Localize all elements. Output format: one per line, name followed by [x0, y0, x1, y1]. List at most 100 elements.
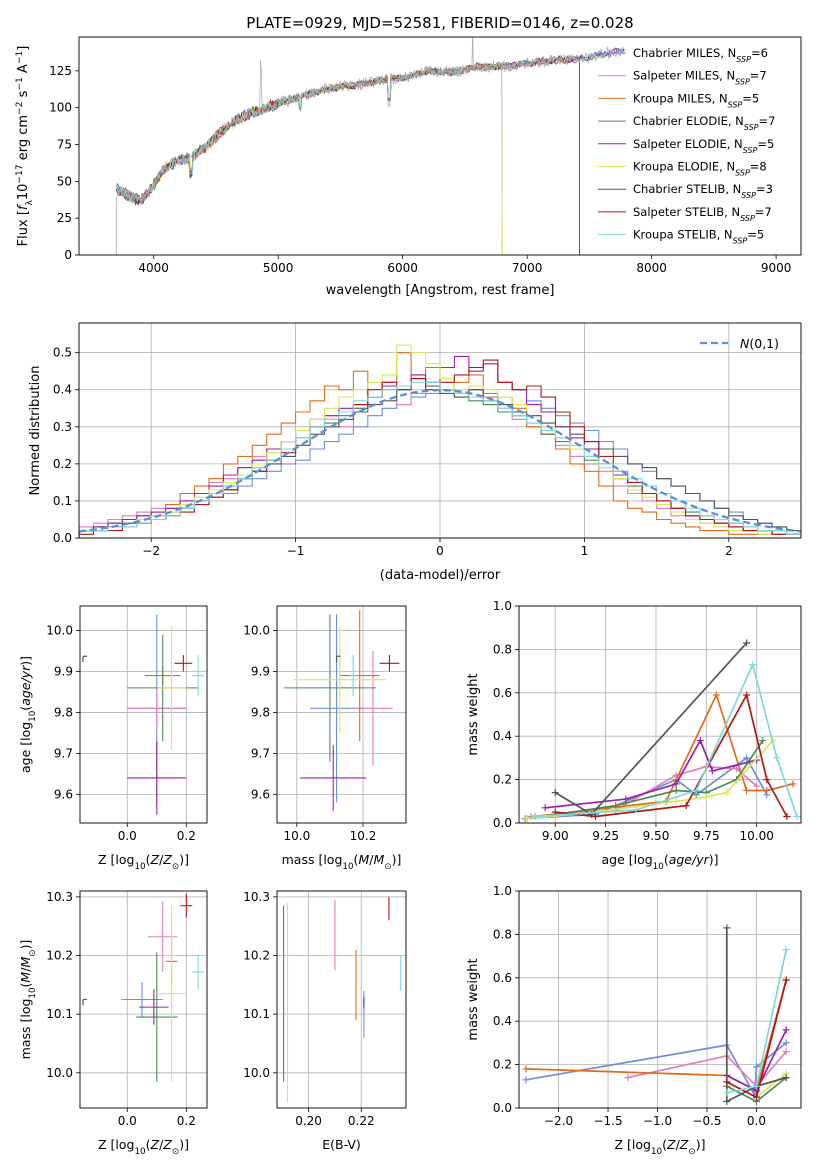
tick-label-x: 9.75	[693, 829, 720, 843]
weight-line-salpeter-stelib	[723, 976, 790, 1101]
weight-marker	[782, 946, 790, 954]
spectrum-data-line	[115, 37, 625, 205]
weight-marker	[782, 1074, 790, 1082]
mass-vs-ebv-frame	[276, 890, 407, 1109]
errorbar-salpeter-miles	[127, 687, 187, 729]
errorbar-kroupa-elodie	[293, 626, 387, 733]
age-vs-mass-frame	[276, 605, 407, 824]
weight-marker	[793, 812, 801, 820]
tick-label-y: 0.0	[493, 1101, 512, 1115]
mass-vs-ebv-ticks: 0.20 0.22 10.0 10.1 10.2 10.3	[243, 890, 374, 1128]
weight-marker	[763, 786, 771, 794]
weight-line-chabrier-stelib-path	[725, 927, 787, 1103]
weight-vs-z-ticks: −2.0 −1.5 −1.0 −0.5 0.0 0.0 0.2 0.4 0.6 0.8 1.0	[493, 884, 766, 1128]
tick-label-x: 8000	[636, 261, 667, 275]
weight-marker	[752, 1082, 760, 1090]
weight-marker	[723, 1089, 731, 1097]
age-vs-mass-grid	[277, 606, 406, 823]
mass-vs-z-ylabel: mass [log10(M/M⊙)]	[18, 940, 38, 1060]
tick-label-x: 5000	[263, 261, 294, 275]
tick-label-x: 2	[725, 544, 733, 558]
tick-label-y: 10.2	[46, 949, 73, 963]
weight-line-salpeter-miles-path	[531, 765, 758, 818]
tick-label-y: 0.4	[53, 383, 72, 397]
tick-label-y: 9.9	[54, 665, 73, 679]
legend-label-kroupa-elodie-n-ssp-8: Kroupa ELODIE, NSSP=8	[633, 160, 767, 178]
spectrum-lines	[115, 37, 625, 255]
weight-line-chabrier-stelib-path	[554, 642, 748, 816]
residuals-panel: −2 −1 0 1 2 0.0 0.1 0.2 0.3 0.4 0.5 (data-model)/er…	[28, 322, 802, 583]
weight-marker	[522, 1065, 530, 1073]
weight-marker	[708, 767, 716, 775]
weight-marker	[783, 812, 791, 820]
tick-label-y: 0.1	[53, 494, 72, 508]
tick-label-y: 0.8	[493, 927, 512, 941]
errorbar-salpeter-elodie	[300, 745, 367, 811]
weight-marker	[753, 782, 761, 790]
weight-line-kroupa-stelib	[723, 946, 790, 1097]
legend-label-kroupa-miles-n-ssp-5: Kroupa MILES, NSSP=5	[633, 91, 759, 109]
weight-line-salpeter-stelib-path	[555, 692, 788, 818]
weight-marker	[782, 1048, 790, 1056]
weight-line-kroupa-miles	[522, 976, 790, 1095]
weight-marker	[692, 786, 700, 794]
mass-vs-ebv-xlabel: E(B-V)	[322, 1137, 361, 1152]
spectrum-ticks: 4000 5000 6000 7000 8000 9000 0 25 50 75 100 125	[49, 64, 791, 275]
spectrum-plot-area	[115, 37, 625, 255]
tick-label-y: 10.3	[46, 890, 73, 904]
weight-vs-age-panel: 9.00 9.25 9.50 9.75 10.00 0.0 0.2 0.4 0.6 0.8 1.0 a…	[466, 599, 802, 872]
tick-label-y: 0	[64, 248, 72, 262]
tick-label-y: 125	[49, 64, 72, 78]
age-vs-mass-panel: 10.0 10.2 9.6 9.7 9.8 9.9 10.0 mass [log10(M/M⊙…	[243, 605, 407, 872]
weight-marker	[672, 780, 680, 788]
tick-label-y: 0.2	[493, 1058, 512, 1072]
weight-marker	[723, 1097, 731, 1105]
tick-label-y: 75	[57, 138, 72, 152]
tick-label-y: 0.4	[493, 1014, 512, 1028]
weight-marker	[752, 1093, 760, 1101]
tick-label-y: 10.2	[243, 949, 270, 963]
mass-vs-z-frame	[79, 890, 208, 1109]
weight-marker	[522, 1076, 530, 1084]
age-vs-mass-xlabel: mass [log10(M/M⊙)]	[282, 852, 402, 872]
weight-marker	[723, 924, 731, 932]
weight-marker	[672, 786, 680, 794]
weight-line-salpeter-elodie-path	[545, 738, 757, 809]
spectrum-panel: 4000 5000 6000 7000 8000 9000 0 25 50 75 100 125 wav…	[15, 36, 802, 298]
spectrum-line-kroupa-stelib-n-ssp-5	[115, 46, 625, 204]
tick-label-y: 0.3	[53, 420, 72, 434]
residuals-ylabel: Normed distribution	[28, 366, 43, 496]
errorbar-salpeter-stelib	[174, 655, 193, 672]
errorbar-kroupa-elodie	[156, 905, 187, 1082]
errorbar-chabrier-stelib	[82, 998, 87, 1006]
errorbar-kroupa-elodie	[156, 626, 187, 750]
errorbar-chabrier-stelib-marker	[335, 655, 341, 663]
legend-label-salpeter-elodie-n-ssp-5: Salpeter ELODIE, NSSP=5	[633, 137, 774, 155]
tick-label-y: 10.0	[46, 624, 73, 638]
tick-label-x: 9.25	[592, 829, 619, 843]
weight-marker	[722, 789, 730, 797]
weight-vs-age-frame	[518, 605, 802, 824]
weight-vs-age-lines	[521, 639, 801, 823]
residuals-frame	[78, 322, 802, 539]
tick-label-y: 0.4	[493, 729, 512, 743]
spectrum-xlabel: wavelength [Angstrom, rest frame]	[326, 283, 555, 298]
weight-marker	[763, 776, 771, 784]
tick-label-y: 10.0	[46, 1066, 73, 1080]
weight-marker	[624, 1074, 632, 1082]
histogram-kroupa-stelib	[79, 381, 801, 538]
weight-marker	[782, 1026, 790, 1034]
errorbar-chabrier-miles	[121, 981, 163, 1018]
tick-label-y: 0.6	[493, 971, 512, 985]
weight-line-kroupa-stelib	[531, 661, 801, 820]
errorbar-chabrier-stelib	[82, 655, 87, 663]
tick-label-y: 10.1	[46, 1007, 73, 1021]
weight-marker	[749, 661, 757, 669]
tick-label-y: 9.6	[54, 787, 73, 801]
weight-marker	[592, 812, 600, 820]
legend-label-salpeter-stelib-n-ssp-7: Salpeter STELIB, NSSP=7	[633, 205, 772, 223]
errorbar-chabrier-stelib-marker	[82, 998, 87, 1006]
weight-line-kroupa-miles-path	[535, 692, 794, 818]
legend-label-chabrier-miles-n-ssp-6: Chabrier MILES, NSSP=6	[633, 46, 768, 64]
weight-marker	[622, 795, 630, 803]
